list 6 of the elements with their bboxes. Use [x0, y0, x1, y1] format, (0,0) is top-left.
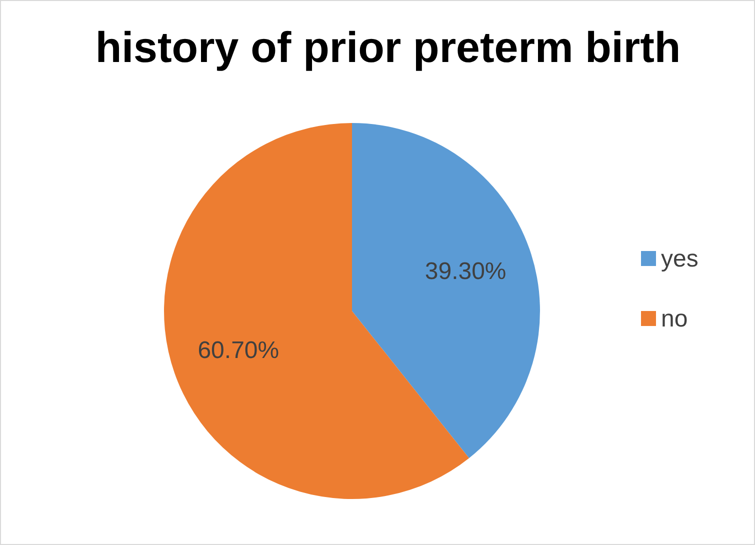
pie-slice: [352, 123, 540, 458]
legend-label: no: [661, 306, 688, 332]
chart-title: history of prior preterm birth: [95, 24, 681, 72]
data-label: 39.30%: [424, 258, 506, 285]
legend-label: yes: [661, 246, 698, 272]
data-label: 60.70%: [198, 337, 280, 364]
